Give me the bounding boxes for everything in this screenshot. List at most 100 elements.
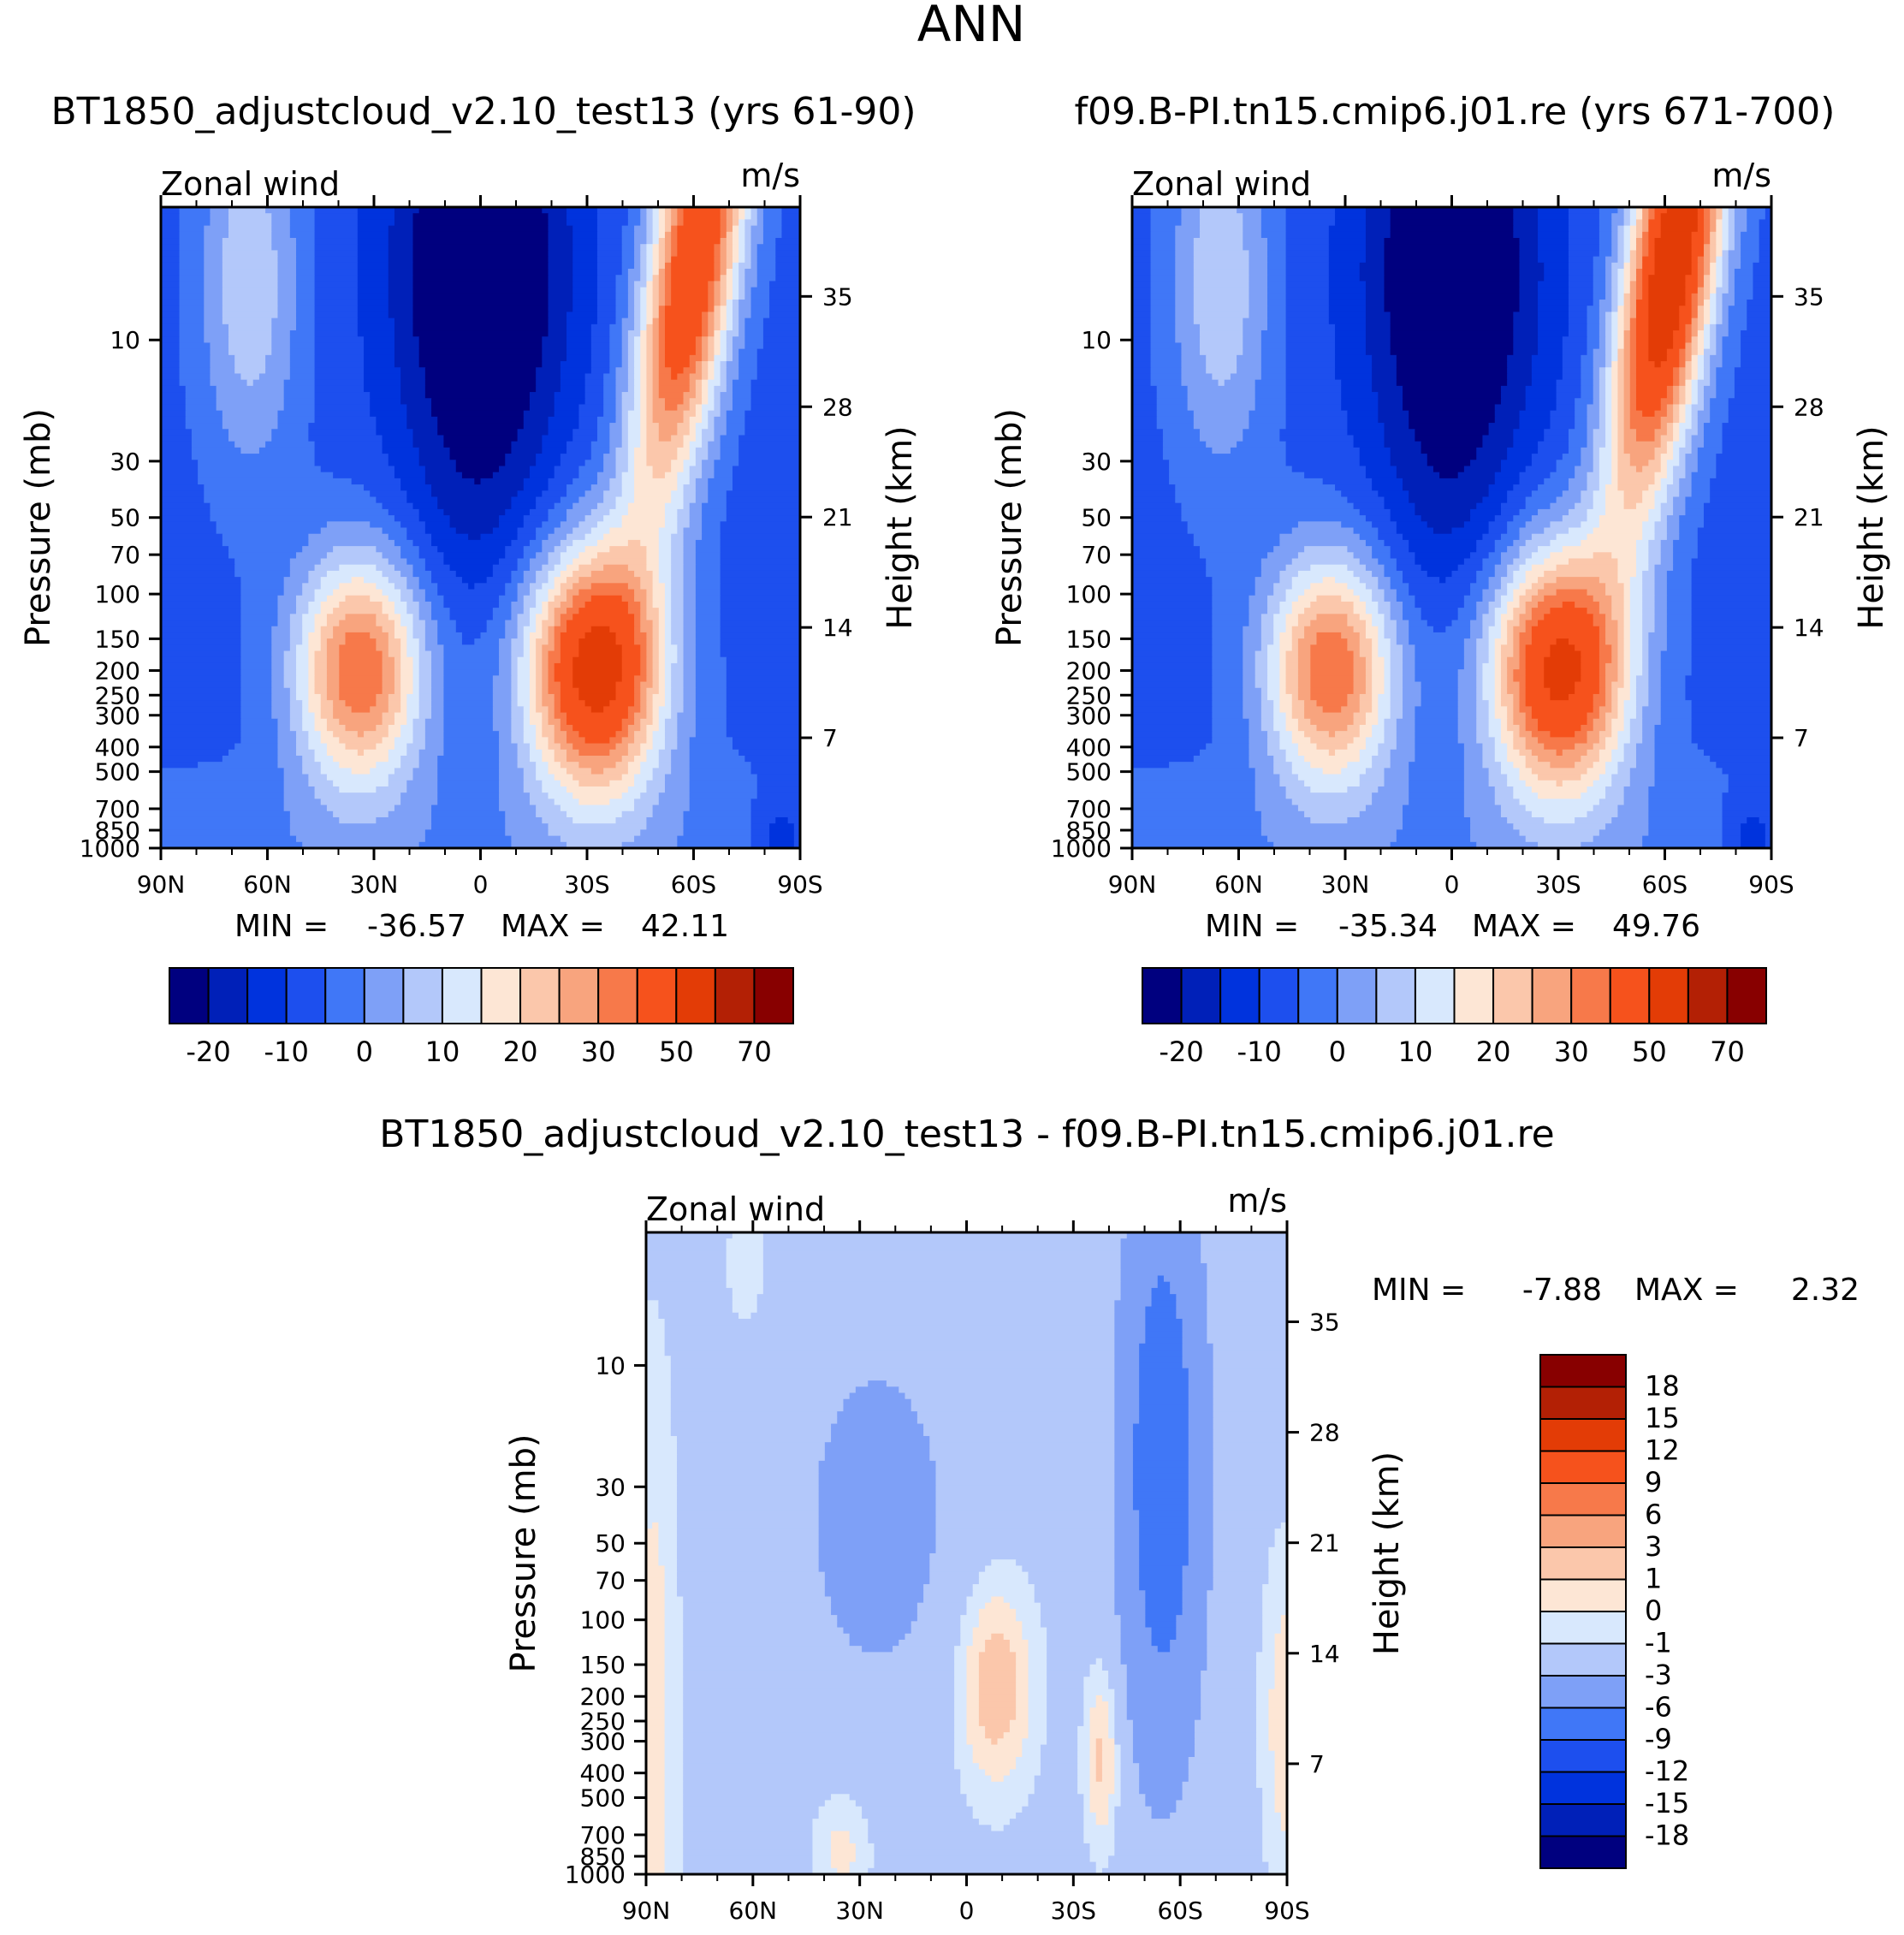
contour-band [1635,558,1649,566]
contour-band [566,207,598,214]
contour-band [1666,638,1693,645]
contour-band [578,608,629,614]
contour-band [314,238,359,245]
contour-band [609,527,660,535]
contour-band [296,608,309,614]
contour-band [308,675,316,683]
contour-band [1703,515,1771,522]
contour-band [1304,632,1318,639]
contour-band [1734,219,1747,227]
contour-band [1716,454,1771,460]
contour-band [1635,207,1643,214]
x-tick-label: 60S [671,870,716,899]
contour-band [1716,244,1723,252]
contour-band [1623,312,1631,319]
contour-band [1685,281,1699,288]
contour-band [161,435,193,442]
contour-band [1359,460,1391,467]
contour-band [492,527,519,535]
contour-band [652,472,666,479]
contour-band [726,293,733,300]
contour-band [1629,662,1643,670]
contour-band [542,583,555,591]
contour-band [1285,269,1330,276]
contour-band [326,804,395,812]
contour-band [1132,348,1152,356]
contour-band [1341,632,1361,639]
contour-band [1617,379,1625,387]
contour-band [185,392,217,399]
contour-band [185,385,217,393]
contour-band [603,392,617,399]
contour-band [738,312,752,319]
contour-band [664,472,678,479]
contour-band [1150,300,1176,306]
contour-band [646,256,654,264]
contour-band [1476,577,1490,584]
contour-band [1212,662,1243,670]
contour-band [394,804,432,812]
contour-band [277,737,297,745]
contour-band [726,367,739,375]
contour-band [222,312,279,319]
contour-band [204,306,223,313]
contour-band [400,614,414,621]
contour-band [1611,404,1619,412]
contour-band [1666,392,1674,399]
contour-band [652,219,660,227]
contour-band [161,466,199,473]
contour-band [1132,564,1207,572]
contour-band [1728,231,1735,239]
contour-band [1353,656,1367,664]
contour-band [418,508,444,516]
contour-band [1611,354,1619,362]
contour-band [1476,638,1490,645]
contour-band [677,373,691,381]
contour-band [646,693,654,701]
contour-band [400,693,407,701]
contour-band [505,583,519,591]
contour-band [590,361,610,368]
contour-band [418,614,432,621]
contour-band [1285,620,1299,627]
contour-band [640,620,654,627]
contour-band [1599,231,1612,239]
contour-band [161,429,193,436]
contour-band [1703,342,1711,350]
contour-band [1212,632,1243,639]
contour-band [1384,595,1397,602]
contour-band [1703,275,1711,282]
contour-band [664,250,672,258]
contour-band [714,330,721,337]
contour-band [1200,552,1268,560]
contour-band [1513,577,1527,584]
contour-band [492,706,513,714]
contour-band [1132,447,1164,454]
contour-band [314,225,359,233]
contour-band [1599,416,1606,424]
contour-band [1666,533,1680,541]
contour-band [394,743,407,751]
contour-band [1507,583,1521,591]
contour-band [1415,595,1465,602]
contour-band [1390,447,1422,454]
contour-band [1716,392,1735,399]
contour-band [394,213,414,220]
contour-band [1654,614,1668,621]
contour-band [499,774,525,781]
contour-band [695,546,721,553]
contour-band [1623,367,1631,375]
contour-band [1765,213,1771,220]
contour-band [418,749,444,757]
contour-band [1513,675,1527,683]
contour-band [695,638,721,645]
contour-band [634,835,678,843]
contour-band [1507,361,1533,368]
contour-band [1605,256,1619,264]
contour-band [424,638,438,645]
y-tick-label: 100 [95,580,140,608]
contour-band [1476,546,1496,553]
contour-band [289,570,309,578]
contour-band [431,410,525,418]
contour-band [394,608,407,614]
